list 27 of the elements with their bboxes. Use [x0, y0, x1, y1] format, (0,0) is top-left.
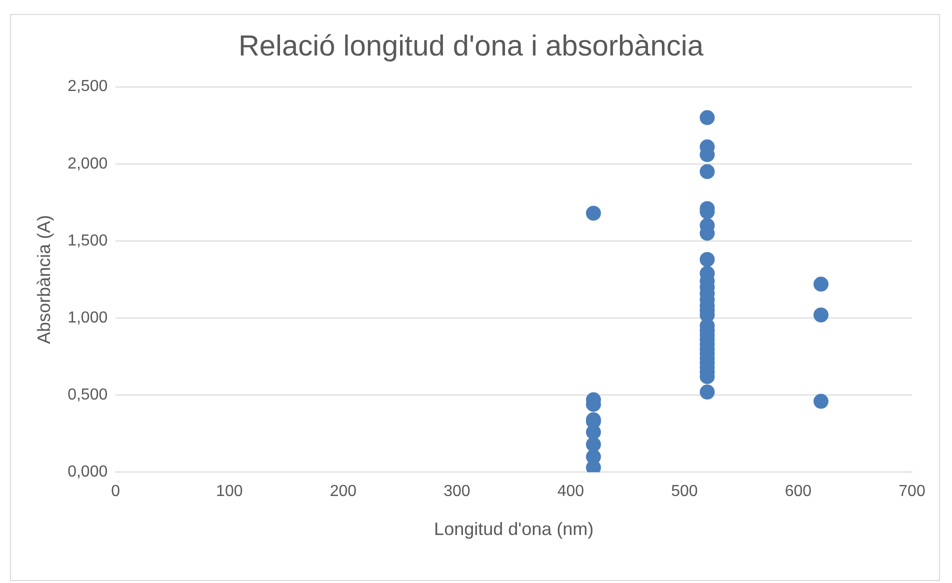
chart-title: Relació longitud d'ona i absorbància [238, 30, 704, 62]
y-tick-label: 2,000 [68, 155, 108, 172]
x-tick-label: 700 [898, 483, 926, 500]
y-tick-label: 1,000 [68, 309, 108, 326]
point [813, 276, 828, 292]
point [700, 384, 715, 400]
point [813, 394, 828, 409]
point [586, 436, 601, 452]
y-axis-title: Absorbància (A) [34, 214, 54, 344]
x-tick-label: 400 [557, 483, 584, 500]
x-tick-label: 100 [216, 483, 243, 500]
x-tick-label: 500 [671, 483, 698, 500]
point [700, 252, 715, 267]
y-tick-label: 1,500 [68, 232, 108, 250]
point [700, 164, 715, 180]
x-axis-title: Longitud d'ona (nm) [434, 519, 594, 540]
x-tick-label: 300 [444, 483, 470, 500]
y-tick-label: 2,500 [68, 78, 108, 96]
x-tick-label: 600 [784, 483, 812, 500]
point [700, 110, 715, 126]
x-tick-label: 0 [111, 483, 120, 500]
point [813, 307, 828, 322]
point [586, 424, 601, 440]
point [586, 206, 601, 221]
y-tick-label: 0,000 [68, 464, 108, 481]
x-tick-label: 200 [330, 483, 357, 500]
y-tick-label: 0,500 [68, 386, 108, 404]
